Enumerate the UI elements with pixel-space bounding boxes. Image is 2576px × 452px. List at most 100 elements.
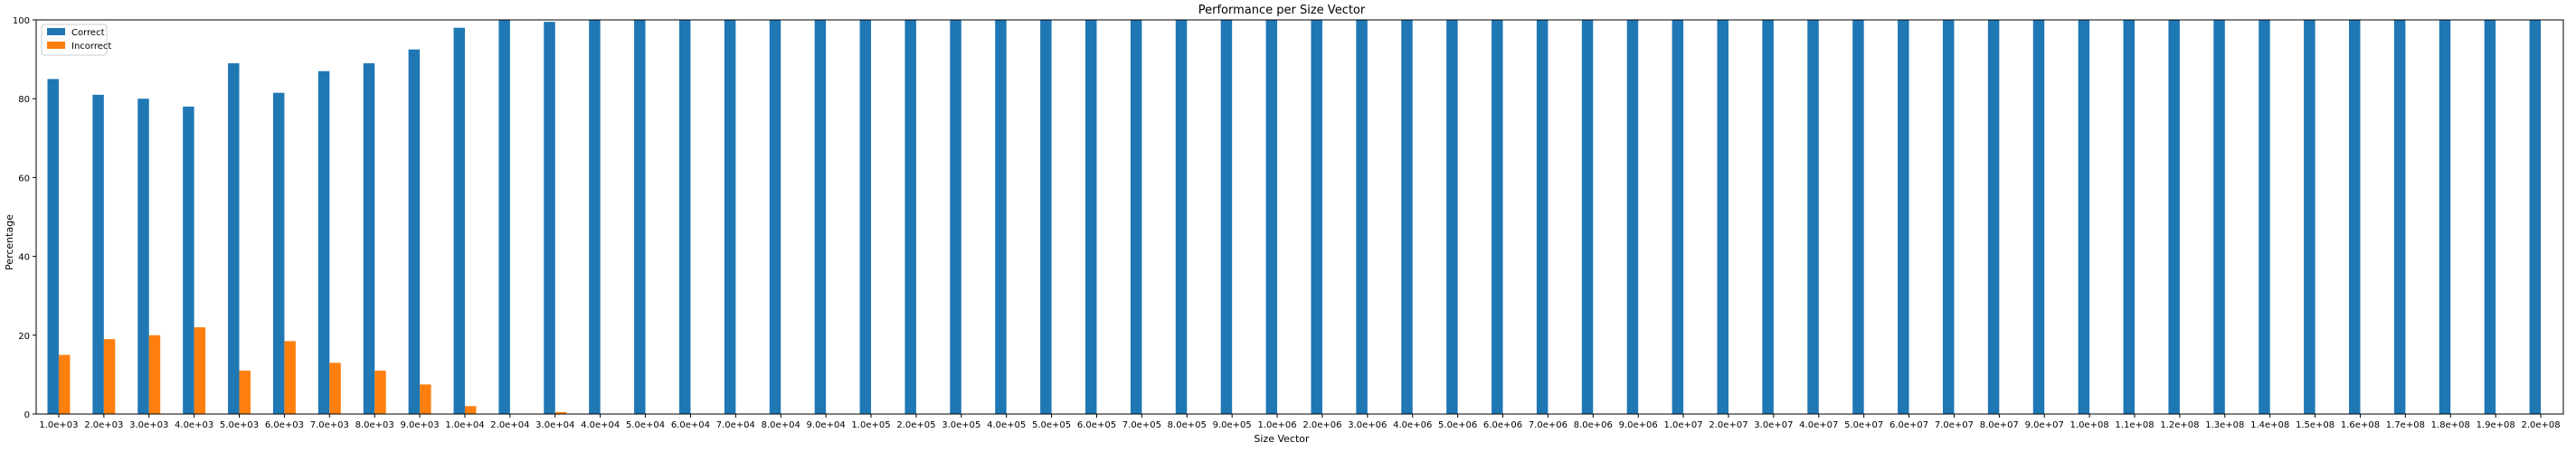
bar-correct-32 <box>1492 20 1503 414</box>
bar-correct-51 <box>2349 20 2361 414</box>
bars-layer <box>47 20 2542 415</box>
x-tick-label: 8.0e+05 <box>1168 420 1207 430</box>
x-tick-label: 4.0e+05 <box>987 420 1026 430</box>
bar-correct-12 <box>589 20 601 414</box>
bar-correct-29 <box>1356 20 1368 414</box>
x-tick-label: 6.0e+06 <box>1483 420 1522 430</box>
chart-title: Performance per Size Vector <box>1198 4 1366 17</box>
bar-correct-23 <box>1085 20 1097 414</box>
x-tick-label: 2.0e+04 <box>490 420 529 430</box>
bar-correct-1 <box>92 94 104 414</box>
x-tick-label: 2.0e+08 <box>2521 420 2560 430</box>
bar-correct-55 <box>2529 20 2542 414</box>
x-tick-label: 1.0e+07 <box>1664 420 1703 430</box>
x-tick-label: 1.0e+08 <box>2070 420 2109 430</box>
x-tick-label: 5.0e+04 <box>626 420 665 430</box>
x-tick-label: 5.0e+06 <box>1438 420 1477 430</box>
y-tick-label: 80 <box>18 95 30 105</box>
x-tick-label: 8.0e+07 <box>1980 420 2019 430</box>
x-tick-label: 1.0e+05 <box>851 420 890 430</box>
x-tick-label: 7.0e+07 <box>1935 420 1974 430</box>
bar-correct-14 <box>678 20 691 414</box>
bar-correct-6 <box>317 71 330 415</box>
bar-incorrect-9 <box>464 406 477 414</box>
bar-correct-11 <box>544 22 555 415</box>
x-tick-label: 1.0e+04 <box>445 420 484 430</box>
bar-correct-49 <box>2259 20 2270 414</box>
x-tick-label: 1.6e+08 <box>2341 420 2380 430</box>
x-tick-label: 2.0e+07 <box>1709 420 1747 430</box>
bar-correct-53 <box>2439 20 2451 414</box>
bar-correct-0 <box>47 79 59 415</box>
x-tick-label: 5.0e+07 <box>1844 420 1883 430</box>
bar-correct-48 <box>2213 20 2225 414</box>
bar-incorrect-2 <box>148 334 161 414</box>
legend-swatch-correct <box>47 28 65 35</box>
x-tick-label: 6.0e+07 <box>1889 420 1928 430</box>
x-tick-label: 8.0e+04 <box>762 420 800 430</box>
bar-incorrect-8 <box>420 384 431 414</box>
x-tick-label: 1.4e+08 <box>2250 420 2289 430</box>
x-tick-label: 4.0e+03 <box>175 420 213 430</box>
bar-correct-46 <box>2123 20 2136 414</box>
x-tick-label: 2.0e+03 <box>84 420 123 430</box>
bar-correct-7 <box>363 62 375 415</box>
x-tick-label: 9.0e+06 <box>1619 420 1658 430</box>
bar-incorrect-3 <box>194 327 206 414</box>
bar-correct-2 <box>137 99 149 414</box>
x-tick-label: 2.0e+05 <box>896 420 935 430</box>
y-axis-label: Percentage <box>4 214 15 270</box>
bar-correct-43 <box>1987 20 2000 414</box>
axes-layer: 0 20 40 60 80 100 1.0e+03 2.0e+03 3.0e+03 4.0e+03… <box>13 16 2564 430</box>
bar-correct-17 <box>814 20 827 414</box>
bar-correct-34 <box>1581 20 1594 414</box>
bar-correct-45 <box>2078 20 2090 414</box>
bar-correct-44 <box>2032 20 2045 414</box>
bar-correct-20 <box>950 20 961 414</box>
bar-incorrect-5 <box>284 341 296 414</box>
x-tick-label: 1.5e+08 <box>2296 420 2334 430</box>
x-tick-label: 4.0e+04 <box>581 420 620 430</box>
bar-correct-39 <box>1807 20 1819 414</box>
bar-correct-30 <box>1401 20 1413 414</box>
bar-correct-38 <box>1762 20 1774 414</box>
bar-correct-15 <box>724 20 736 414</box>
x-tick-label: 9.0e+07 <box>2025 420 2064 430</box>
x-tick-label: 9.0e+05 <box>1213 420 1252 430</box>
bar-correct-8 <box>408 49 421 414</box>
x-tick-label: 8.0e+03 <box>355 420 394 430</box>
bar-correct-33 <box>1536 20 1548 414</box>
bar-correct-41 <box>1898 20 1909 414</box>
x-tick-label: 5.0e+03 <box>220 420 259 430</box>
bar-correct-13 <box>634 20 646 414</box>
y-tick-label: 40 <box>18 253 30 263</box>
x-tick-label: 3.0e+05 <box>942 420 980 430</box>
x-tick-label: 1.7e+08 <box>2386 420 2425 430</box>
x-tick-label: 6.0e+04 <box>671 420 710 430</box>
bar-correct-40 <box>1852 20 1864 414</box>
x-tick-label: 3.0e+04 <box>535 420 574 430</box>
x-axis-label: Size Vector <box>1254 433 1310 445</box>
bar-incorrect-11 <box>554 411 567 414</box>
bar-correct-9 <box>453 27 465 414</box>
x-tick-label: 7.0e+06 <box>1529 420 1567 430</box>
bar-correct-27 <box>1265 20 1278 414</box>
x-tick-label: 9.0e+03 <box>401 420 440 430</box>
bar-correct-54 <box>2484 20 2496 414</box>
bar-correct-47 <box>2168 20 2180 414</box>
bar-correct-10 <box>498 20 510 414</box>
y-tick-label: 0 <box>24 410 30 420</box>
x-tick-label: 8.0e+06 <box>1574 420 1613 430</box>
x-tick-label: 3.0e+03 <box>129 420 168 430</box>
x-tick-label: 3.0e+07 <box>1754 420 1793 430</box>
bar-correct-16 <box>769 20 781 414</box>
legend-label-incorrect: Incorrect <box>71 42 111 52</box>
bar-correct-5 <box>272 92 285 414</box>
y-tick-label: 60 <box>18 174 30 184</box>
legend-swatch-incorrect <box>47 42 65 49</box>
x-tick-label: 9.0e+04 <box>807 420 846 430</box>
bar-incorrect-4 <box>239 371 251 414</box>
bar-incorrect-1 <box>103 339 116 414</box>
